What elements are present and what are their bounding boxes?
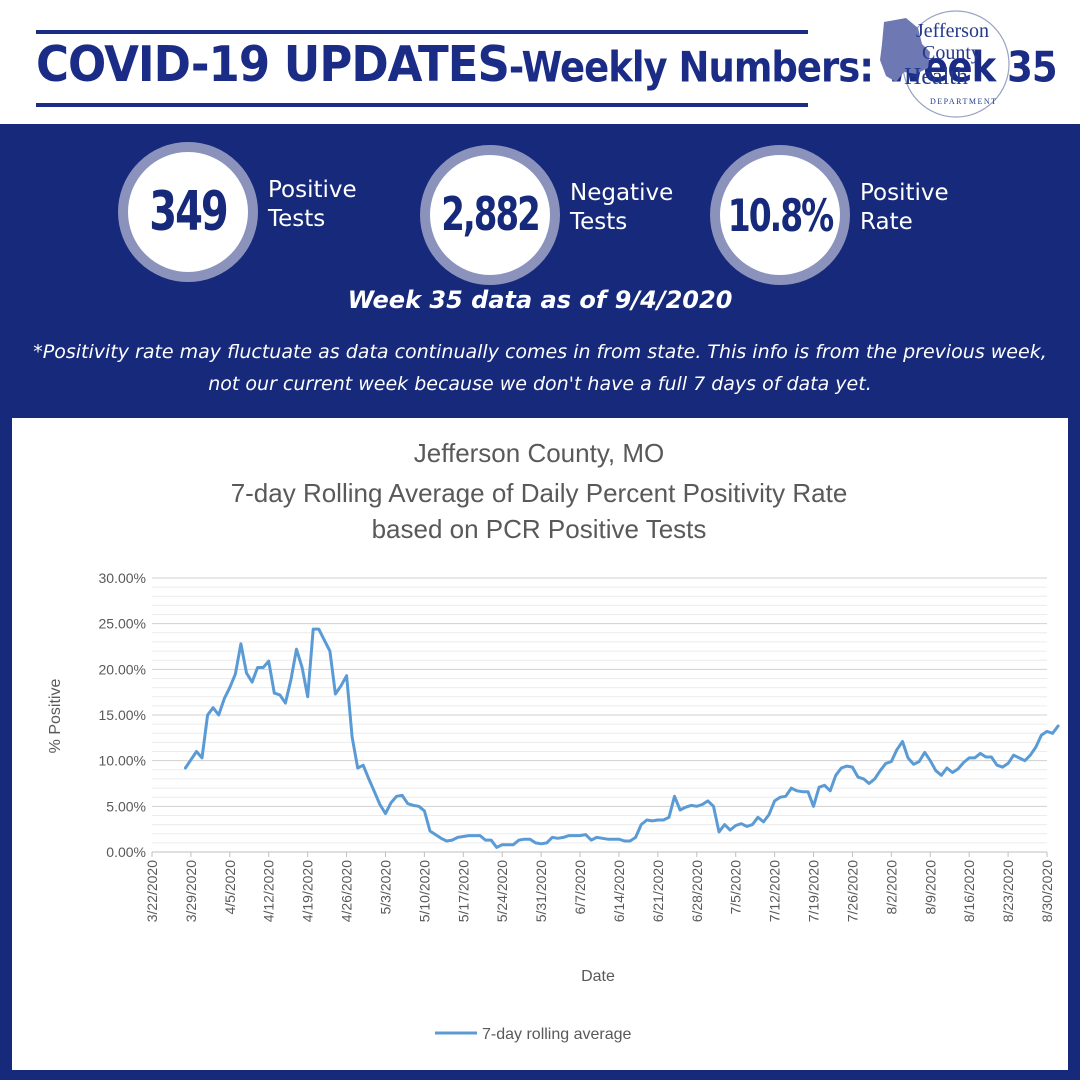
- x-tick-label: 3/22/2020: [144, 860, 160, 922]
- logo-line-4: DEPARTMENT: [930, 97, 998, 106]
- chart-title-line-3: based on PCR Positive Tests: [372, 514, 707, 544]
- negative-tests-value: 2,882: [441, 188, 541, 242]
- x-tick-label: 8/23/2020: [1000, 860, 1016, 922]
- positive-tests-value: 349: [149, 180, 228, 244]
- positive-tests-label: Positive Tests: [268, 177, 357, 232]
- x-tick-label: 5/3/2020: [377, 860, 393, 915]
- x-tick-label: 4/12/2020: [261, 860, 277, 922]
- x-axis-ticks: 3/22/2020 3/29/2020 4/5/2020 4/12/2020 4/19/…: [144, 852, 1055, 922]
- legend-label: 7-day rolling average: [482, 1026, 632, 1043]
- data-date: Week 35 data as of 9/4/2020: [347, 286, 733, 314]
- x-tick-label: 3/29/2020: [183, 860, 199, 922]
- title-rule-bottom: [36, 103, 808, 107]
- y-tick-label: 5.00%: [106, 798, 146, 814]
- x-tick-label: 5/10/2020: [416, 860, 432, 922]
- y-tick-label: 25.00%: [99, 616, 146, 632]
- x-tick-label: 8/16/2020: [961, 860, 977, 922]
- footnote: *Positivity rate may fluctuate as data c…: [33, 341, 1047, 395]
- positivity-chart: Jefferson County, MO 7-day Rolling Avera…: [47, 438, 1060, 1043]
- x-tick-label: 5/24/2020: [494, 860, 510, 922]
- x-tick-label: 7/12/2020: [767, 860, 783, 922]
- negative-tests-label: Negative Tests: [570, 180, 674, 235]
- y-tick-label: 15.00%: [99, 707, 146, 723]
- chart-panel: Jefferson County, MO 7-day Rolling Avera…: [12, 418, 1068, 1070]
- positive-rate-circle: 10.8%: [710, 145, 850, 285]
- x-tick-label: 6/7/2020: [572, 860, 588, 915]
- x-tick-label: 8/2/2020: [883, 860, 899, 915]
- y-axis-ticks: 0.00% 5.00% 10.00% 15.00% 20.00% 25.00% 30.00%: [99, 570, 146, 860]
- x-tick-label: 7/26/2020: [844, 860, 860, 922]
- page-title: COVID-19 UPDATES -Weekly Numbers: Week 35: [36, 35, 1058, 100]
- negative-tests-circle: 2,882: [420, 145, 560, 285]
- page-title-sub: -Weekly Numbers: Week 35: [508, 43, 1058, 92]
- x-tick-label: 8/30/2020: [1039, 860, 1055, 922]
- logo-line-2: County: [922, 42, 981, 64]
- x-tick-label: 4/26/2020: [339, 860, 355, 922]
- positive-rate-label: Positive Rate: [860, 180, 949, 235]
- x-tick-label: 8/9/2020: [922, 860, 938, 915]
- y-tick-label: 10.00%: [99, 753, 146, 769]
- x-tick-label: 4/5/2020: [222, 860, 238, 915]
- page-title-main: COVID-19 UPDATES: [36, 35, 510, 94]
- y-tick-label: 20.00%: [99, 661, 146, 677]
- health-department-logo: Jefferson County Health DEPARTMENT: [870, 8, 1020, 120]
- x-tick-label: 7/5/2020: [728, 860, 744, 915]
- x-tick-label: 6/21/2020: [650, 860, 666, 922]
- x-tick-label: 6/28/2020: [689, 860, 705, 922]
- logo-emblem-icon: [880, 10, 1010, 118]
- series-line-7-day-rolling-average: [183, 627, 1060, 849]
- x-tick-label: 5/17/2020: [455, 860, 471, 922]
- positive-tests-circle: 349: [118, 142, 258, 282]
- x-tick-label: 6/14/2020: [611, 860, 627, 922]
- title-rule-top: [36, 30, 808, 34]
- x-tick-label: 7/19/2020: [806, 860, 822, 922]
- positive-rate-value: 10.8%: [727, 188, 834, 242]
- gridlines: [152, 577, 1047, 844]
- y-tick-label: 30.00%: [99, 570, 146, 586]
- y-tick-label: 0.00%: [106, 844, 146, 860]
- x-axis-label: Date: [581, 968, 615, 985]
- x-tick-label: 4/19/2020: [300, 860, 316, 922]
- chart-title-line-1: Jefferson County, MO: [414, 438, 664, 468]
- chart-title-line-2: 7-day Rolling Average of Daily Percent P…: [231, 478, 848, 508]
- y-axis-label: % Positive: [47, 679, 64, 754]
- x-tick-label: 5/31/2020: [533, 860, 549, 922]
- logo-line-3: Health: [904, 64, 968, 90]
- logo-line-1: Jefferson: [916, 20, 989, 42]
